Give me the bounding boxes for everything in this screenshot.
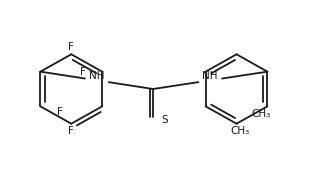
Text: S: S [161, 115, 168, 125]
Text: NH: NH [202, 70, 218, 80]
Text: NH: NH [89, 70, 105, 80]
Text: CH₃: CH₃ [251, 109, 271, 119]
Text: F: F [80, 67, 86, 77]
Text: F: F [68, 126, 74, 136]
Text: F: F [68, 42, 74, 52]
Text: CH₃: CH₃ [230, 126, 249, 136]
Text: F: F [57, 107, 63, 117]
